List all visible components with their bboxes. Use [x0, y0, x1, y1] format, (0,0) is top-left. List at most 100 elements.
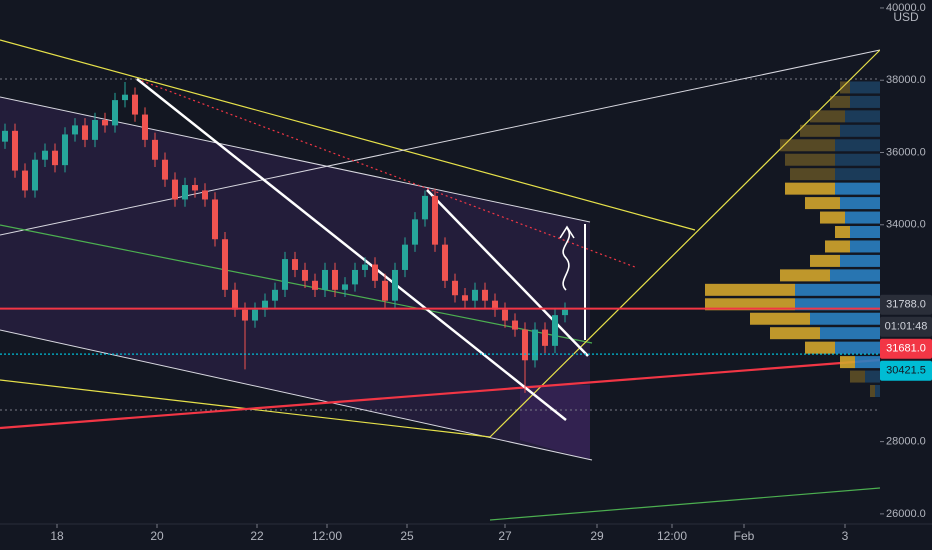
y-tick-label: 36000.0	[886, 146, 926, 158]
candle-body	[132, 94, 138, 115]
volume-buy	[845, 110, 880, 123]
candle-body	[492, 300, 498, 310]
candle-body	[452, 280, 458, 296]
price-tag	[880, 360, 932, 381]
x-tick-label: 27	[498, 529, 512, 543]
zone-fill	[520, 385, 590, 460]
candle-body	[142, 114, 148, 140]
y-tick-label: 26000.0	[886, 508, 926, 520]
candle-body	[282, 259, 288, 290]
candle-body	[482, 289, 488, 301]
candle-body	[382, 280, 388, 301]
candle-body	[532, 329, 538, 361]
volume-sell	[785, 182, 835, 195]
volume-buy	[850, 240, 880, 253]
trend-line	[0, 358, 881, 430]
candle-body	[202, 190, 208, 200]
volume-sell	[840, 356, 855, 369]
y-tick-label: 34000.0	[886, 219, 926, 231]
candle-body	[472, 289, 478, 301]
x-tick-label: 20	[150, 529, 164, 543]
candle-body	[312, 280, 318, 290]
price-axis	[880, 0, 932, 550]
currency: USD	[893, 10, 919, 24]
price-tag-label: 30421.5	[886, 365, 926, 377]
x-tick-label: 29	[590, 529, 604, 543]
candle-body	[272, 289, 278, 301]
volume-sell	[750, 312, 810, 325]
candle-body	[212, 199, 218, 240]
volume-sell	[810, 254, 840, 267]
volume-sell	[785, 153, 835, 166]
candle-body	[522, 329, 528, 361]
candle-body	[292, 259, 298, 270]
trend-line	[489, 487, 881, 521]
volume-sell	[770, 327, 820, 340]
volume-sell	[800, 124, 840, 137]
volume-buy	[835, 182, 880, 195]
price-tag	[880, 316, 932, 337]
volume-buy	[875, 385, 880, 398]
volume-sell	[705, 298, 795, 311]
volume-sell	[835, 226, 850, 239]
candle-body	[1, 130, 8, 142]
price-tag-label: 31681.0	[886, 343, 926, 355]
volume-buy	[865, 370, 880, 383]
x-tick-label: 25	[400, 529, 414, 543]
trend-line	[0, 224, 593, 344]
volume-sell	[810, 110, 845, 123]
drawings	[0, 39, 881, 521]
volume-buy	[835, 139, 880, 152]
volume-sell	[820, 211, 845, 224]
candle-body	[262, 300, 268, 310]
trend-line	[0, 329, 593, 461]
candle-body	[462, 295, 468, 301]
trend-line	[0, 39, 696, 231]
volume-sell	[790, 168, 835, 181]
candle-body	[552, 315, 558, 346]
candle-body	[562, 309, 568, 316]
candle-body	[242, 309, 248, 321]
y-tick-label: 38000.0	[886, 74, 926, 86]
candle-body	[392, 269, 398, 301]
volume-sell	[705, 283, 795, 296]
trend-line	[0, 49, 881, 236]
candle-body	[52, 150, 58, 166]
candle-body	[92, 119, 98, 140]
candle-body	[422, 195, 428, 220]
volume-buy	[795, 283, 880, 296]
y-tick-label: 28000.0	[886, 436, 926, 448]
candle-body	[22, 170, 28, 191]
volume-buy	[840, 197, 880, 210]
price-tag	[880, 338, 932, 359]
volume-sell	[805, 341, 835, 354]
candle-body	[352, 269, 358, 285]
candle-body	[342, 284, 348, 290]
candle-body	[172, 179, 178, 200]
volume-buy	[810, 312, 880, 325]
candle-body	[192, 185, 198, 191]
volume-buy	[835, 168, 880, 181]
volume-buy	[850, 226, 880, 239]
volume-buy	[840, 254, 880, 267]
candle-body	[252, 309, 258, 321]
candle-body	[112, 100, 118, 126]
arrow-head	[559, 225, 575, 239]
trend-line	[136, 78, 567, 421]
volume-buy	[835, 341, 880, 354]
volume-buy	[830, 269, 880, 282]
price-tag	[880, 294, 932, 315]
candle-body	[122, 94, 128, 101]
volume-buy	[850, 81, 880, 94]
volume-buy	[795, 298, 880, 311]
candle-body	[32, 159, 38, 191]
candle-body	[322, 269, 328, 290]
volume-sell	[830, 95, 850, 108]
channel-fill	[0, 97, 590, 460]
x-tick-label: 12:00	[657, 529, 687, 543]
volume-buy	[840, 124, 880, 137]
candle-body	[162, 159, 168, 180]
candle-body	[362, 264, 368, 270]
